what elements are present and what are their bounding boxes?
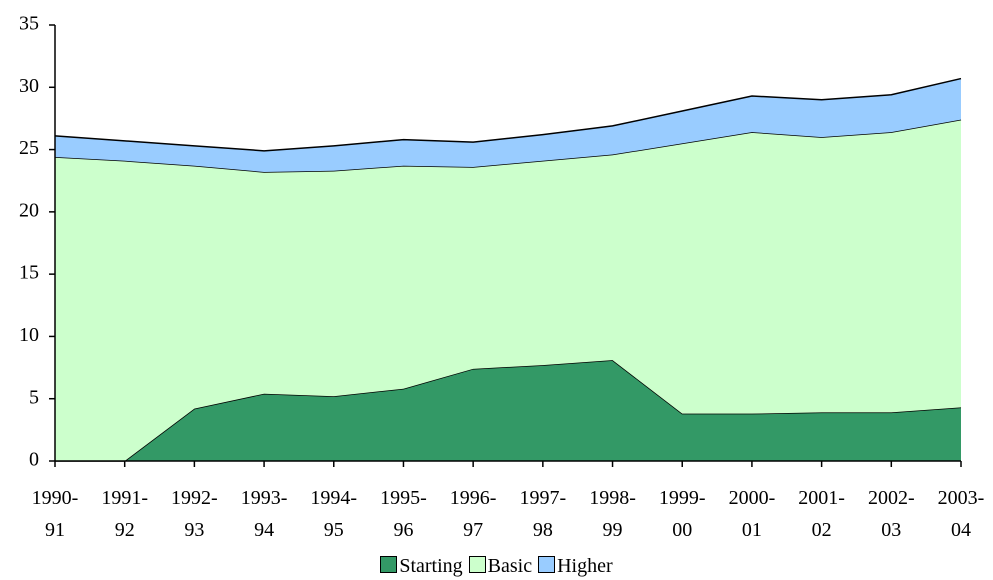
x-tick-label: 1994- 95 <box>310 487 358 541</box>
y-tick-label: 15 <box>19 262 39 284</box>
legend-item: Starting <box>380 555 463 578</box>
x-tick-label: 2002- 03 <box>867 487 915 541</box>
x-tick-label: 1999- 00 <box>658 487 706 541</box>
x-tick-label: 1990- 91 <box>31 487 79 541</box>
y-tick-label: 25 <box>19 137 39 159</box>
area <box>55 78 961 172</box>
x-tick-label: 2003- 04 <box>937 487 985 541</box>
legend-swatch <box>538 556 556 573</box>
x-tick-label: 1993- 94 <box>240 487 288 541</box>
y-tick-label: 5 <box>29 386 39 408</box>
legend-swatch <box>380 556 398 573</box>
legend: Starting Basic Higher <box>0 555 993 578</box>
y-tick-label: 30 <box>19 75 39 97</box>
x-tick-label: 1995- 96 <box>380 487 427 541</box>
y-tick-label: 35 <box>19 13 39 35</box>
x-tick-label: 2000- 01 <box>728 487 776 541</box>
legend-label: Starting <box>399 555 463 577</box>
x-tick-label: 1991- 92 <box>101 487 149 541</box>
y-tick-label: 20 <box>19 199 39 221</box>
x-tick-label: 1997- 98 <box>519 487 567 541</box>
area-edge <box>54 77 962 152</box>
area <box>55 360 961 461</box>
x-tick-label: 2001- 02 <box>798 487 845 541</box>
x-tick-label: 1992- 93 <box>171 487 218 541</box>
y-tick-label: 0 <box>29 449 39 471</box>
legend-label: Higher <box>557 555 613 577</box>
y-tick-label: 10 <box>19 324 39 346</box>
legend-item: Higher <box>538 555 613 578</box>
legend-label: Basic <box>487 555 533 577</box>
x-tick-label: 1996- 97 <box>449 487 497 541</box>
legend-swatch <box>468 556 486 573</box>
x-tick-label: 1998- 99 <box>589 487 636 541</box>
legend-item: Basic <box>468 555 533 578</box>
area <box>55 119 961 461</box>
